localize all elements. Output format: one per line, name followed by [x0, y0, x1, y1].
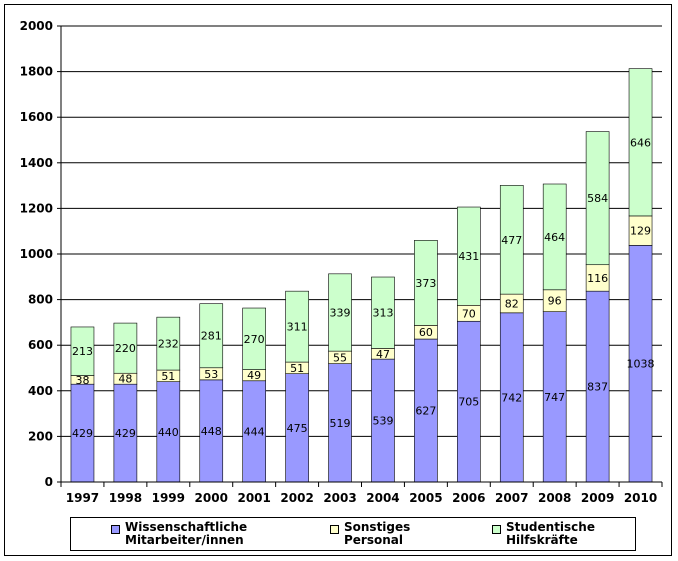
x-tick-label: 2000 [195, 491, 228, 505]
x-tick-label: 2008 [538, 491, 571, 505]
data-label: 47 [376, 348, 390, 361]
data-label: 51 [161, 370, 175, 383]
legend-label: Studentische Hilfskräfte [506, 520, 595, 547]
legend-swatch [330, 525, 339, 534]
legend-item-studentische: Studentische Hilfskräfte [492, 521, 595, 547]
data-label: 646 [630, 136, 651, 149]
legend-item-wissenschaftliche: Wissenschaftliche Mitarbeiter/innen [111, 521, 247, 547]
y-tick-label: 1600 [20, 110, 53, 124]
legend-label: Wissenschaftliche Mitarbeiter/innen [125, 520, 248, 547]
data-label: 747 [544, 391, 565, 404]
x-tick-label: 2006 [452, 491, 485, 505]
data-label: 53 [204, 368, 218, 381]
data-label: 1038 [627, 358, 655, 371]
bar-segment [499, 185, 524, 295]
legend-label: Sonstiges Personal [344, 520, 411, 547]
bar-segment [628, 68, 653, 217]
data-label: 440 [158, 426, 179, 439]
data-label: 429 [115, 427, 136, 440]
x-tick-label: 2007 [495, 491, 528, 505]
y-tick-label: 1200 [20, 201, 53, 215]
bar-segment [414, 240, 438, 326]
data-label: 519 [330, 417, 351, 430]
data-label: 431 [458, 250, 479, 263]
x-tick-label: 1997 [66, 491, 99, 505]
data-label: 429 [72, 427, 93, 440]
bar-segment [242, 307, 266, 370]
y-tick-label: 1800 [20, 65, 53, 79]
data-label: 48 [118, 373, 132, 386]
data-label: 313 [372, 307, 393, 320]
y-tick-label: 2000 [20, 19, 53, 33]
data-label: 60 [419, 326, 433, 339]
data-label: 539 [372, 415, 393, 428]
x-tick-label: 2004 [366, 491, 399, 505]
data-label: 55 [333, 351, 347, 364]
data-label: 339 [330, 306, 351, 319]
data-label: 311 [287, 321, 308, 334]
data-label: 49 [247, 369, 261, 382]
data-label: 70 [462, 307, 476, 320]
x-tick-label: 2010 [624, 491, 657, 505]
bar-segment [585, 131, 610, 266]
data-label: 270 [244, 333, 265, 346]
data-label: 51 [290, 362, 304, 375]
x-tick-label: 2001 [237, 491, 270, 505]
data-label: 373 [415, 277, 436, 290]
y-tick-label: 1400 [20, 156, 53, 170]
data-label: 742 [501, 391, 522, 404]
axes [57, 25, 663, 487]
data-label: 464 [544, 231, 565, 244]
data-label: 116 [587, 272, 608, 285]
labels: 0 200 400 600 800 1000 1200 1400 1600 1800 2000 429… [20, 19, 658, 505]
data-label: 444 [244, 425, 265, 438]
data-label: 38 [75, 374, 89, 387]
data-label: 281 [201, 330, 222, 343]
data-label: 213 [72, 345, 93, 358]
x-tick-label: 2003 [323, 491, 356, 505]
data-label: 232 [158, 338, 179, 351]
bar-segment [328, 273, 352, 352]
bar-segment [156, 316, 181, 371]
y-tick-label: 200 [28, 429, 53, 443]
legend-item-sonstiges: Sonstiges Personal [330, 521, 410, 547]
data-label: 96 [548, 295, 562, 308]
data-label: 477 [501, 234, 522, 247]
bars [70, 68, 653, 483]
bar-segment [371, 276, 395, 349]
x-tick-label: 2005 [409, 491, 442, 505]
x-tick-label: 2002 [280, 491, 313, 505]
bar-segment [113, 322, 138, 374]
y-tick-label: 1000 [20, 247, 53, 261]
data-label: 837 [587, 381, 608, 394]
bar-segment [199, 303, 224, 369]
bar-segment [457, 206, 481, 306]
bar-segment [70, 326, 95, 376]
y-tick-label: 0 [45, 475, 53, 489]
data-label: 82 [505, 297, 519, 310]
legend-swatch [492, 525, 501, 534]
x-tick-label: 1999 [152, 491, 185, 505]
gridlines [61, 25, 662, 482]
legend: Wissenschaftliche Mitarbeiter/innen Sons… [70, 517, 636, 551]
bar-segment [542, 183, 567, 291]
data-label: 584 [587, 192, 608, 205]
x-tick-label: 1998 [109, 491, 142, 505]
legend-swatch [111, 525, 120, 534]
data-label: 627 [415, 405, 436, 418]
bar-segment [285, 290, 309, 363]
y-tick-label: 600 [28, 338, 53, 352]
data-label: 475 [287, 422, 308, 435]
data-label: 129 [630, 225, 651, 238]
data-label: 448 [201, 425, 222, 438]
y-tick-label: 400 [28, 384, 53, 398]
data-label: 220 [115, 342, 136, 355]
y-tick-label: 800 [28, 293, 53, 307]
data-label: 705 [458, 396, 479, 409]
x-tick-label: 2009 [581, 491, 614, 505]
